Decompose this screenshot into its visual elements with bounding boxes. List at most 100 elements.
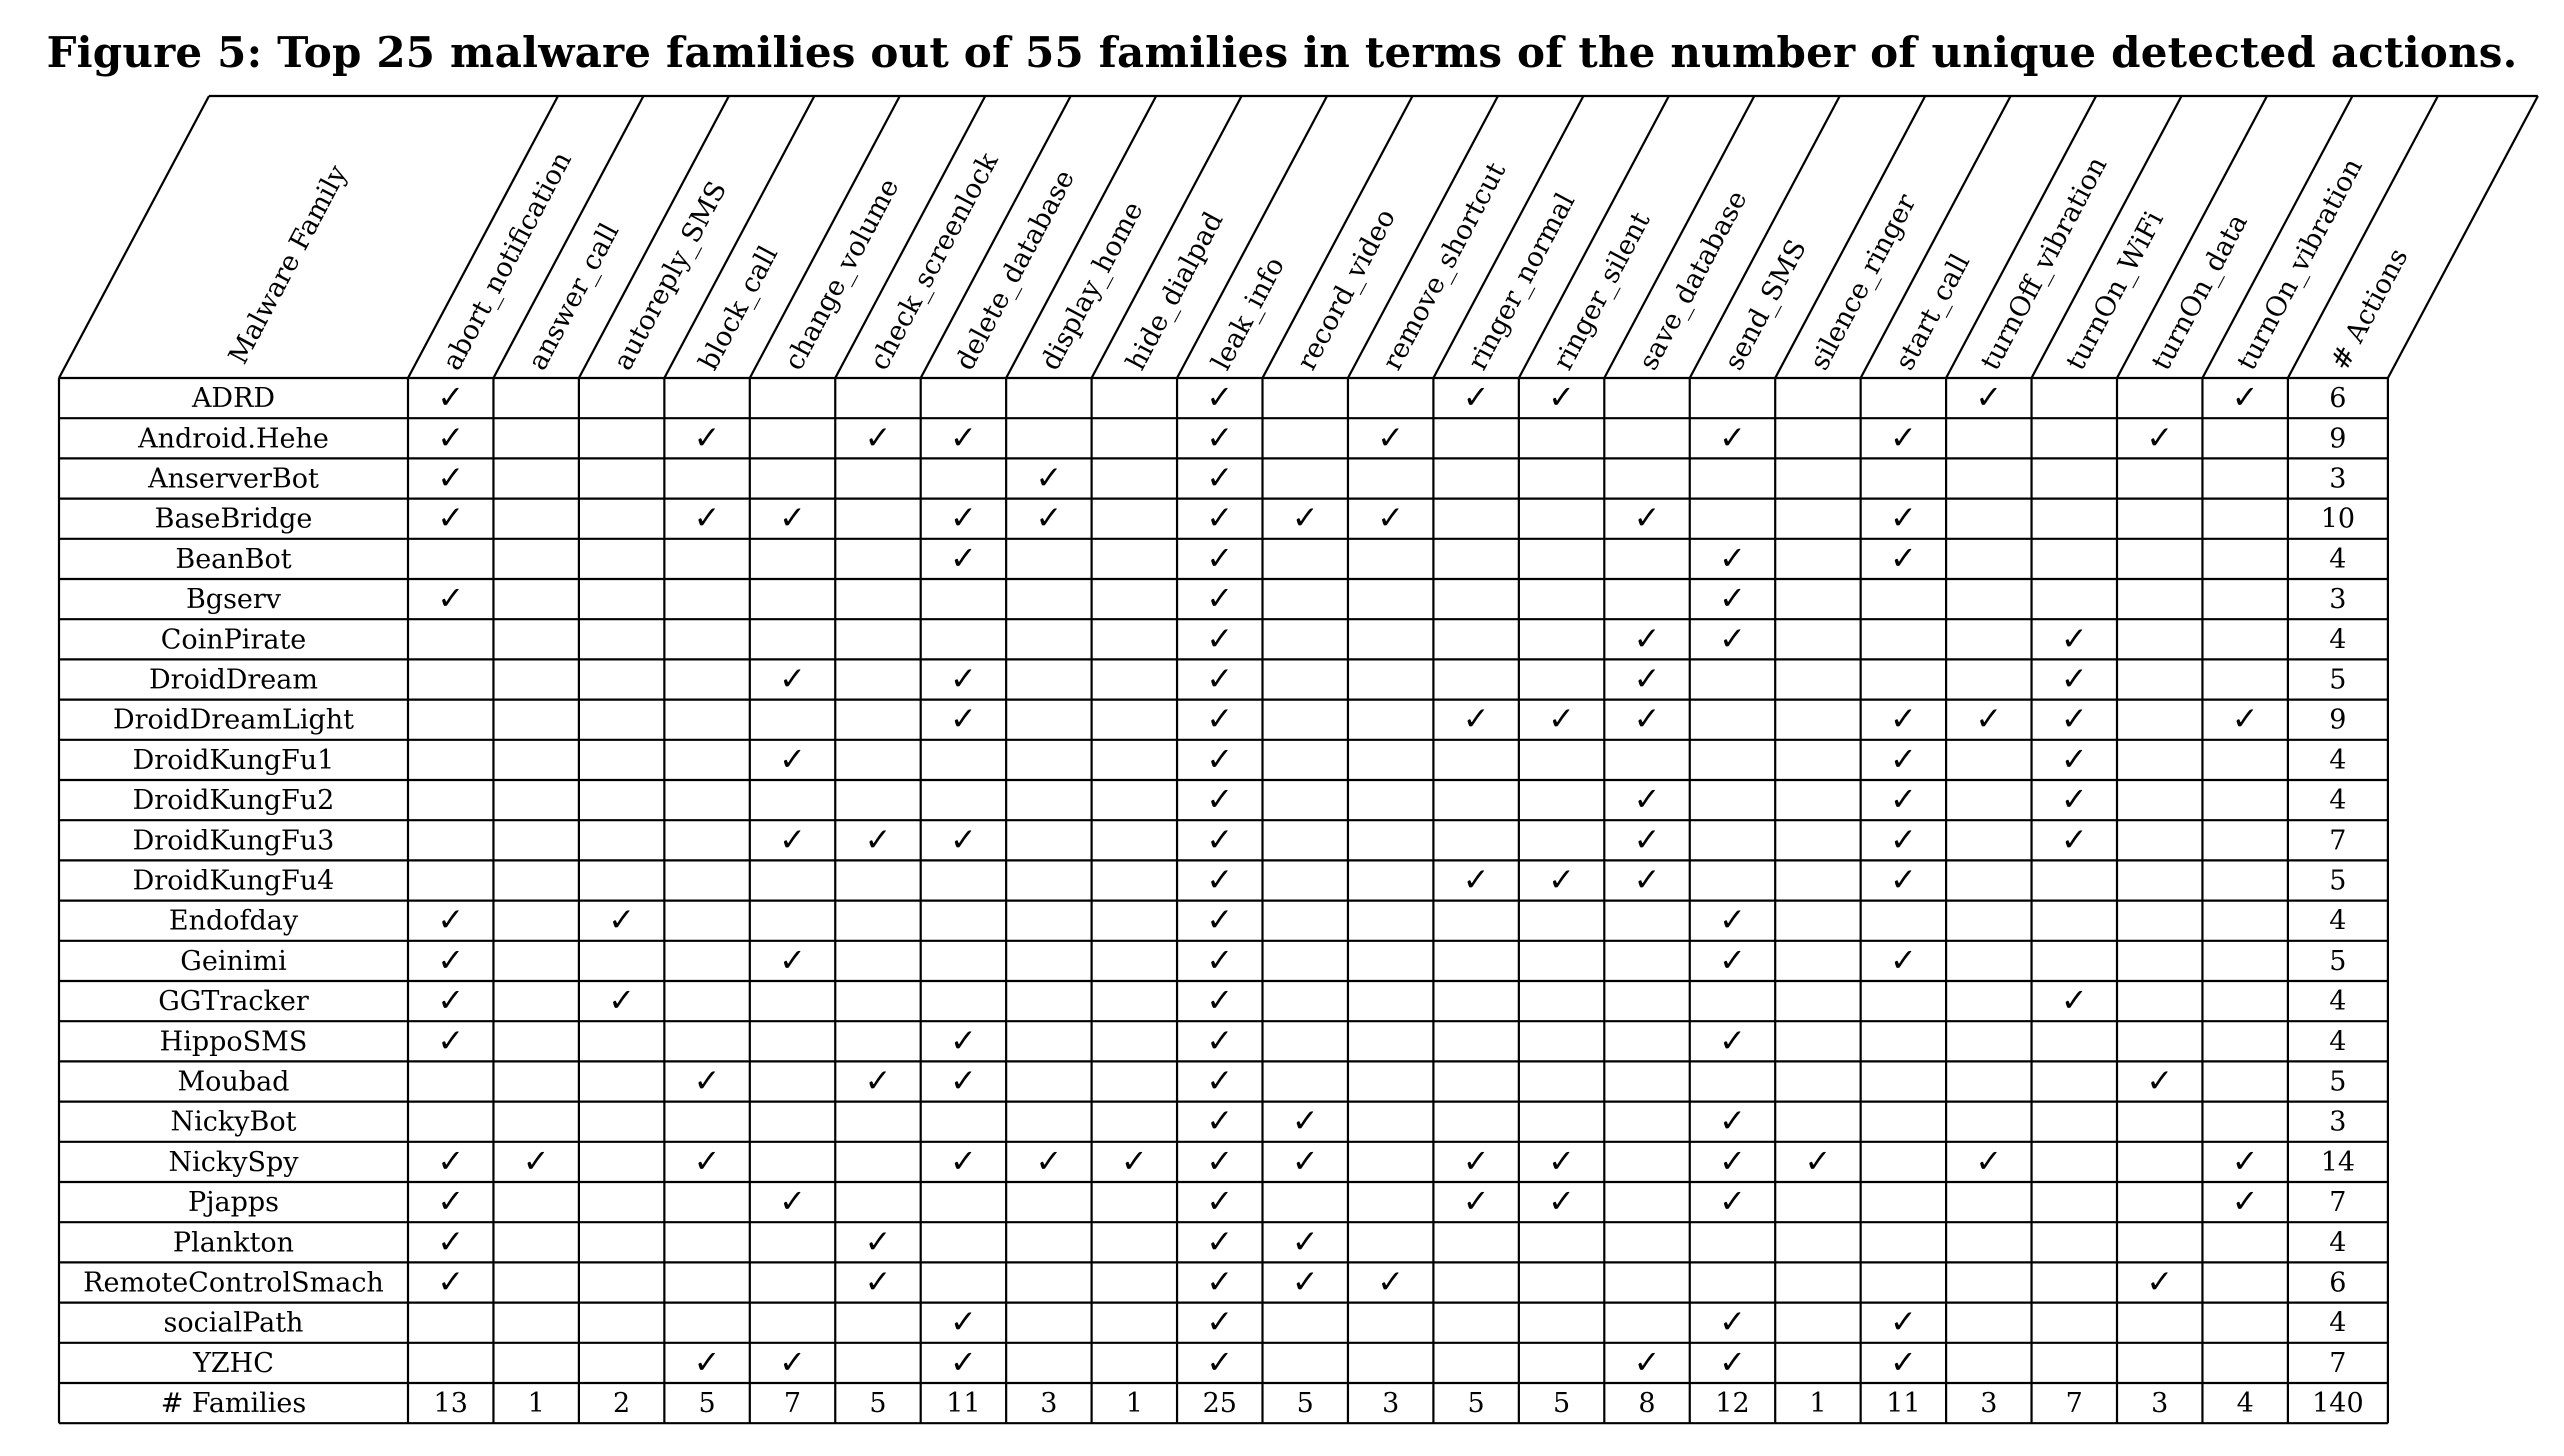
check-mark-icon: ✓ xyxy=(1890,700,1917,738)
check-mark-icon: ✓ xyxy=(1206,901,1233,939)
check-mark-icon: ✓ xyxy=(1975,378,2002,416)
check-mark-icon: ✓ xyxy=(1292,499,1319,537)
header-slant-line xyxy=(663,95,816,379)
check-mark-icon: ✓ xyxy=(694,1062,721,1100)
header-malware-family: Malware Family xyxy=(223,160,354,370)
check-mark-icon: ✓ xyxy=(1975,700,2002,738)
action-count: 9 xyxy=(2329,423,2346,454)
check-mark-icon: ✓ xyxy=(437,1222,464,1260)
family-name: YZHC xyxy=(192,1348,274,1379)
family-count: 5 xyxy=(1553,1388,1570,1419)
family-name: GGTracker xyxy=(158,986,309,1017)
check-mark-icon: ✓ xyxy=(1377,418,1404,456)
check-mark-icon: ✓ xyxy=(1206,660,1233,698)
check-mark-icon: ✓ xyxy=(865,1222,892,1260)
check-mark-icon: ✓ xyxy=(437,1263,464,1301)
check-mark-icon: ✓ xyxy=(865,418,892,456)
check-mark-icon: ✓ xyxy=(2061,780,2088,818)
action-count: 5 xyxy=(2329,1067,2346,1098)
action-count: 4 xyxy=(2329,544,2346,575)
family-name: Android.Hehe xyxy=(137,423,329,454)
header-slant-line xyxy=(2116,95,2268,379)
check-mark-icon: ✓ xyxy=(1206,1102,1233,1140)
check-mark-icon: ✓ xyxy=(1292,1222,1319,1260)
check-mark-icon: ✓ xyxy=(1719,579,1746,617)
check-mark-icon: ✓ xyxy=(1206,981,1233,1019)
family-name: NickySpy xyxy=(168,1147,299,1178)
family-count: 5 xyxy=(1297,1388,1314,1419)
check-mark-icon: ✓ xyxy=(437,981,464,1019)
action-count: 14 xyxy=(2321,1147,2355,1178)
check-mark-icon: ✓ xyxy=(1292,1142,1319,1180)
check-mark-icon: ✓ xyxy=(1719,1021,1746,1059)
family-name: BaseBridge xyxy=(155,504,313,535)
check-mark-icon: ✓ xyxy=(779,1343,806,1381)
action-count: 5 xyxy=(2329,665,2346,696)
check-mark-icon: ✓ xyxy=(2061,700,2088,738)
header-slant-line xyxy=(1176,95,1329,379)
check-mark-icon: ✓ xyxy=(1206,820,1233,858)
action-count: 7 xyxy=(2329,1187,2346,1218)
family-count: 7 xyxy=(784,1388,801,1419)
family-count: 25 xyxy=(1203,1388,1237,1419)
check-mark-icon: ✓ xyxy=(2061,660,2088,698)
header-slant-line xyxy=(1517,95,1670,379)
check-mark-icon: ✓ xyxy=(1975,1142,2002,1180)
check-mark-icon: ✓ xyxy=(1890,499,1917,537)
check-mark-icon: ✓ xyxy=(950,820,977,858)
header-slant-line xyxy=(834,95,987,379)
check-mark-icon: ✓ xyxy=(1035,499,1062,537)
check-mark-icon: ✓ xyxy=(950,499,977,537)
check-mark-icon: ✓ xyxy=(1719,1303,1746,1341)
family-name: Pjapps xyxy=(188,1187,279,1218)
check-mark-icon: ✓ xyxy=(1206,1021,1233,1059)
check-mark-icon: ✓ xyxy=(694,1142,721,1180)
check-mark-icon: ✓ xyxy=(779,660,806,698)
family-count: 3 xyxy=(1382,1388,1399,1419)
header-slant-line xyxy=(1005,95,1158,379)
check-mark-icon: ✓ xyxy=(1548,1182,1575,1220)
check-mark-icon: ✓ xyxy=(1206,1343,1233,1381)
check-mark-icon: ✓ xyxy=(1548,700,1575,738)
family-count: 7 xyxy=(2066,1388,2083,1419)
check-mark-icon: ✓ xyxy=(694,418,721,456)
header-slant-line xyxy=(1261,95,1414,379)
action-count: 4 xyxy=(2329,986,2346,1017)
family-count: 4 xyxy=(2237,1388,2254,1419)
check-mark-icon: ✓ xyxy=(1634,660,1661,698)
header-slant-line xyxy=(58,95,210,379)
family-name: DroidDreamLight xyxy=(113,705,354,736)
check-mark-icon: ✓ xyxy=(1206,1263,1233,1301)
family-name: DroidKungFu4 xyxy=(133,866,335,897)
header-slant-line xyxy=(1945,95,2098,379)
action-count: 4 xyxy=(2329,1308,2346,1339)
check-mark-icon: ✓ xyxy=(2146,418,2173,456)
header-slant-line xyxy=(1774,95,1927,379)
check-mark-icon: ✓ xyxy=(1634,861,1661,899)
family-name: socialPath xyxy=(164,1308,304,1339)
check-mark-icon: ✓ xyxy=(608,901,635,939)
family-name: BeanBot xyxy=(175,544,291,575)
check-mark-icon: ✓ xyxy=(1890,740,1917,778)
header-slant-line xyxy=(2201,95,2354,379)
action-count: 7 xyxy=(2329,1348,2346,1379)
family-name: Geinimi xyxy=(180,946,287,977)
check-mark-icon: ✓ xyxy=(1206,619,1233,657)
family-count: 5 xyxy=(698,1388,715,1419)
action-count: 4 xyxy=(2329,785,2346,816)
check-mark-icon: ✓ xyxy=(1634,1343,1661,1381)
check-mark-icon: ✓ xyxy=(1890,780,1917,818)
family-count: 3 xyxy=(1980,1388,1997,1419)
check-mark-icon: ✓ xyxy=(865,1062,892,1100)
check-mark-icon: ✓ xyxy=(1890,941,1917,979)
family-name: Bgserv xyxy=(186,584,282,615)
header-slant-line xyxy=(1859,95,2012,379)
check-mark-icon: ✓ xyxy=(2232,1142,2259,1180)
family-count: 12 xyxy=(1715,1388,1749,1419)
check-mark-icon: ✓ xyxy=(1206,1182,1233,1220)
action-count: 6 xyxy=(2329,1268,2346,1299)
header-slant-line xyxy=(1346,95,1499,379)
header-slant-line xyxy=(577,95,730,379)
header-slant-line xyxy=(1688,95,1841,379)
check-mark-icon: ✓ xyxy=(1463,700,1490,738)
